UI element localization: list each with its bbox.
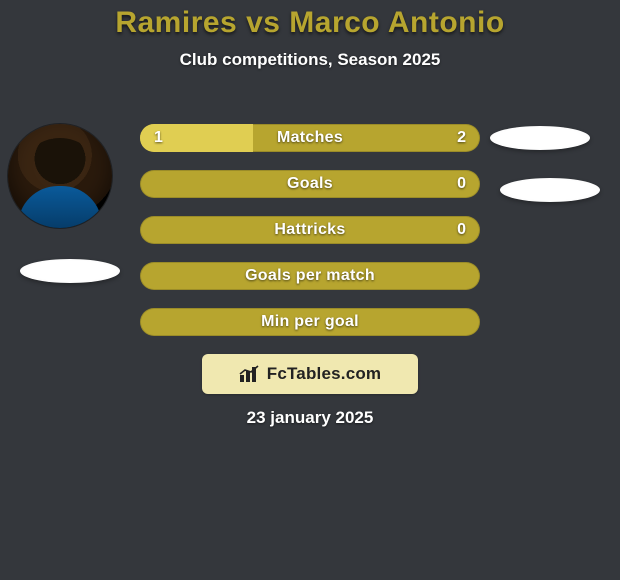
stat-bar: Goals per match (140, 262, 480, 290)
stat-bar-label: Goals per match (140, 262, 480, 290)
page-subtitle: Club competitions, Season 2025 (0, 50, 620, 70)
player-left-name-plate (20, 259, 120, 283)
stat-bar-label: Goals (140, 170, 480, 198)
player-left-avatar (8, 124, 112, 228)
stat-bar: Hattricks0 (140, 216, 480, 244)
stat-bar: Goals0 (140, 170, 480, 198)
stat-bar: Matches1 2 (140, 124, 480, 152)
stat-bar-label: Hattricks (140, 216, 480, 244)
stat-bar-label: Min per goal (140, 308, 480, 336)
page-title: Ramires vs Marco Antonio (0, 0, 620, 40)
player-right-name-plate-2 (500, 178, 600, 202)
logo-box: FcTables.com (202, 354, 418, 394)
stat-bar-label: Matches (140, 124, 480, 152)
stat-bar-right-value: 2 (457, 124, 466, 152)
stat-bar-right-value: 0 (457, 216, 466, 244)
stat-bar-right-value: 0 (457, 170, 466, 198)
stat-bar-left-value: 1 (154, 124, 163, 152)
date-text: 23 january 2025 (0, 408, 620, 428)
logo-text: FcTables.com (267, 364, 382, 384)
comparison-bars: Matches12Goals0Hattricks0Goals per match… (140, 124, 480, 354)
logo-chart-icon (239, 365, 261, 383)
player-right-name-plate-1 (490, 126, 590, 150)
stat-bar: Min per goal (140, 308, 480, 336)
